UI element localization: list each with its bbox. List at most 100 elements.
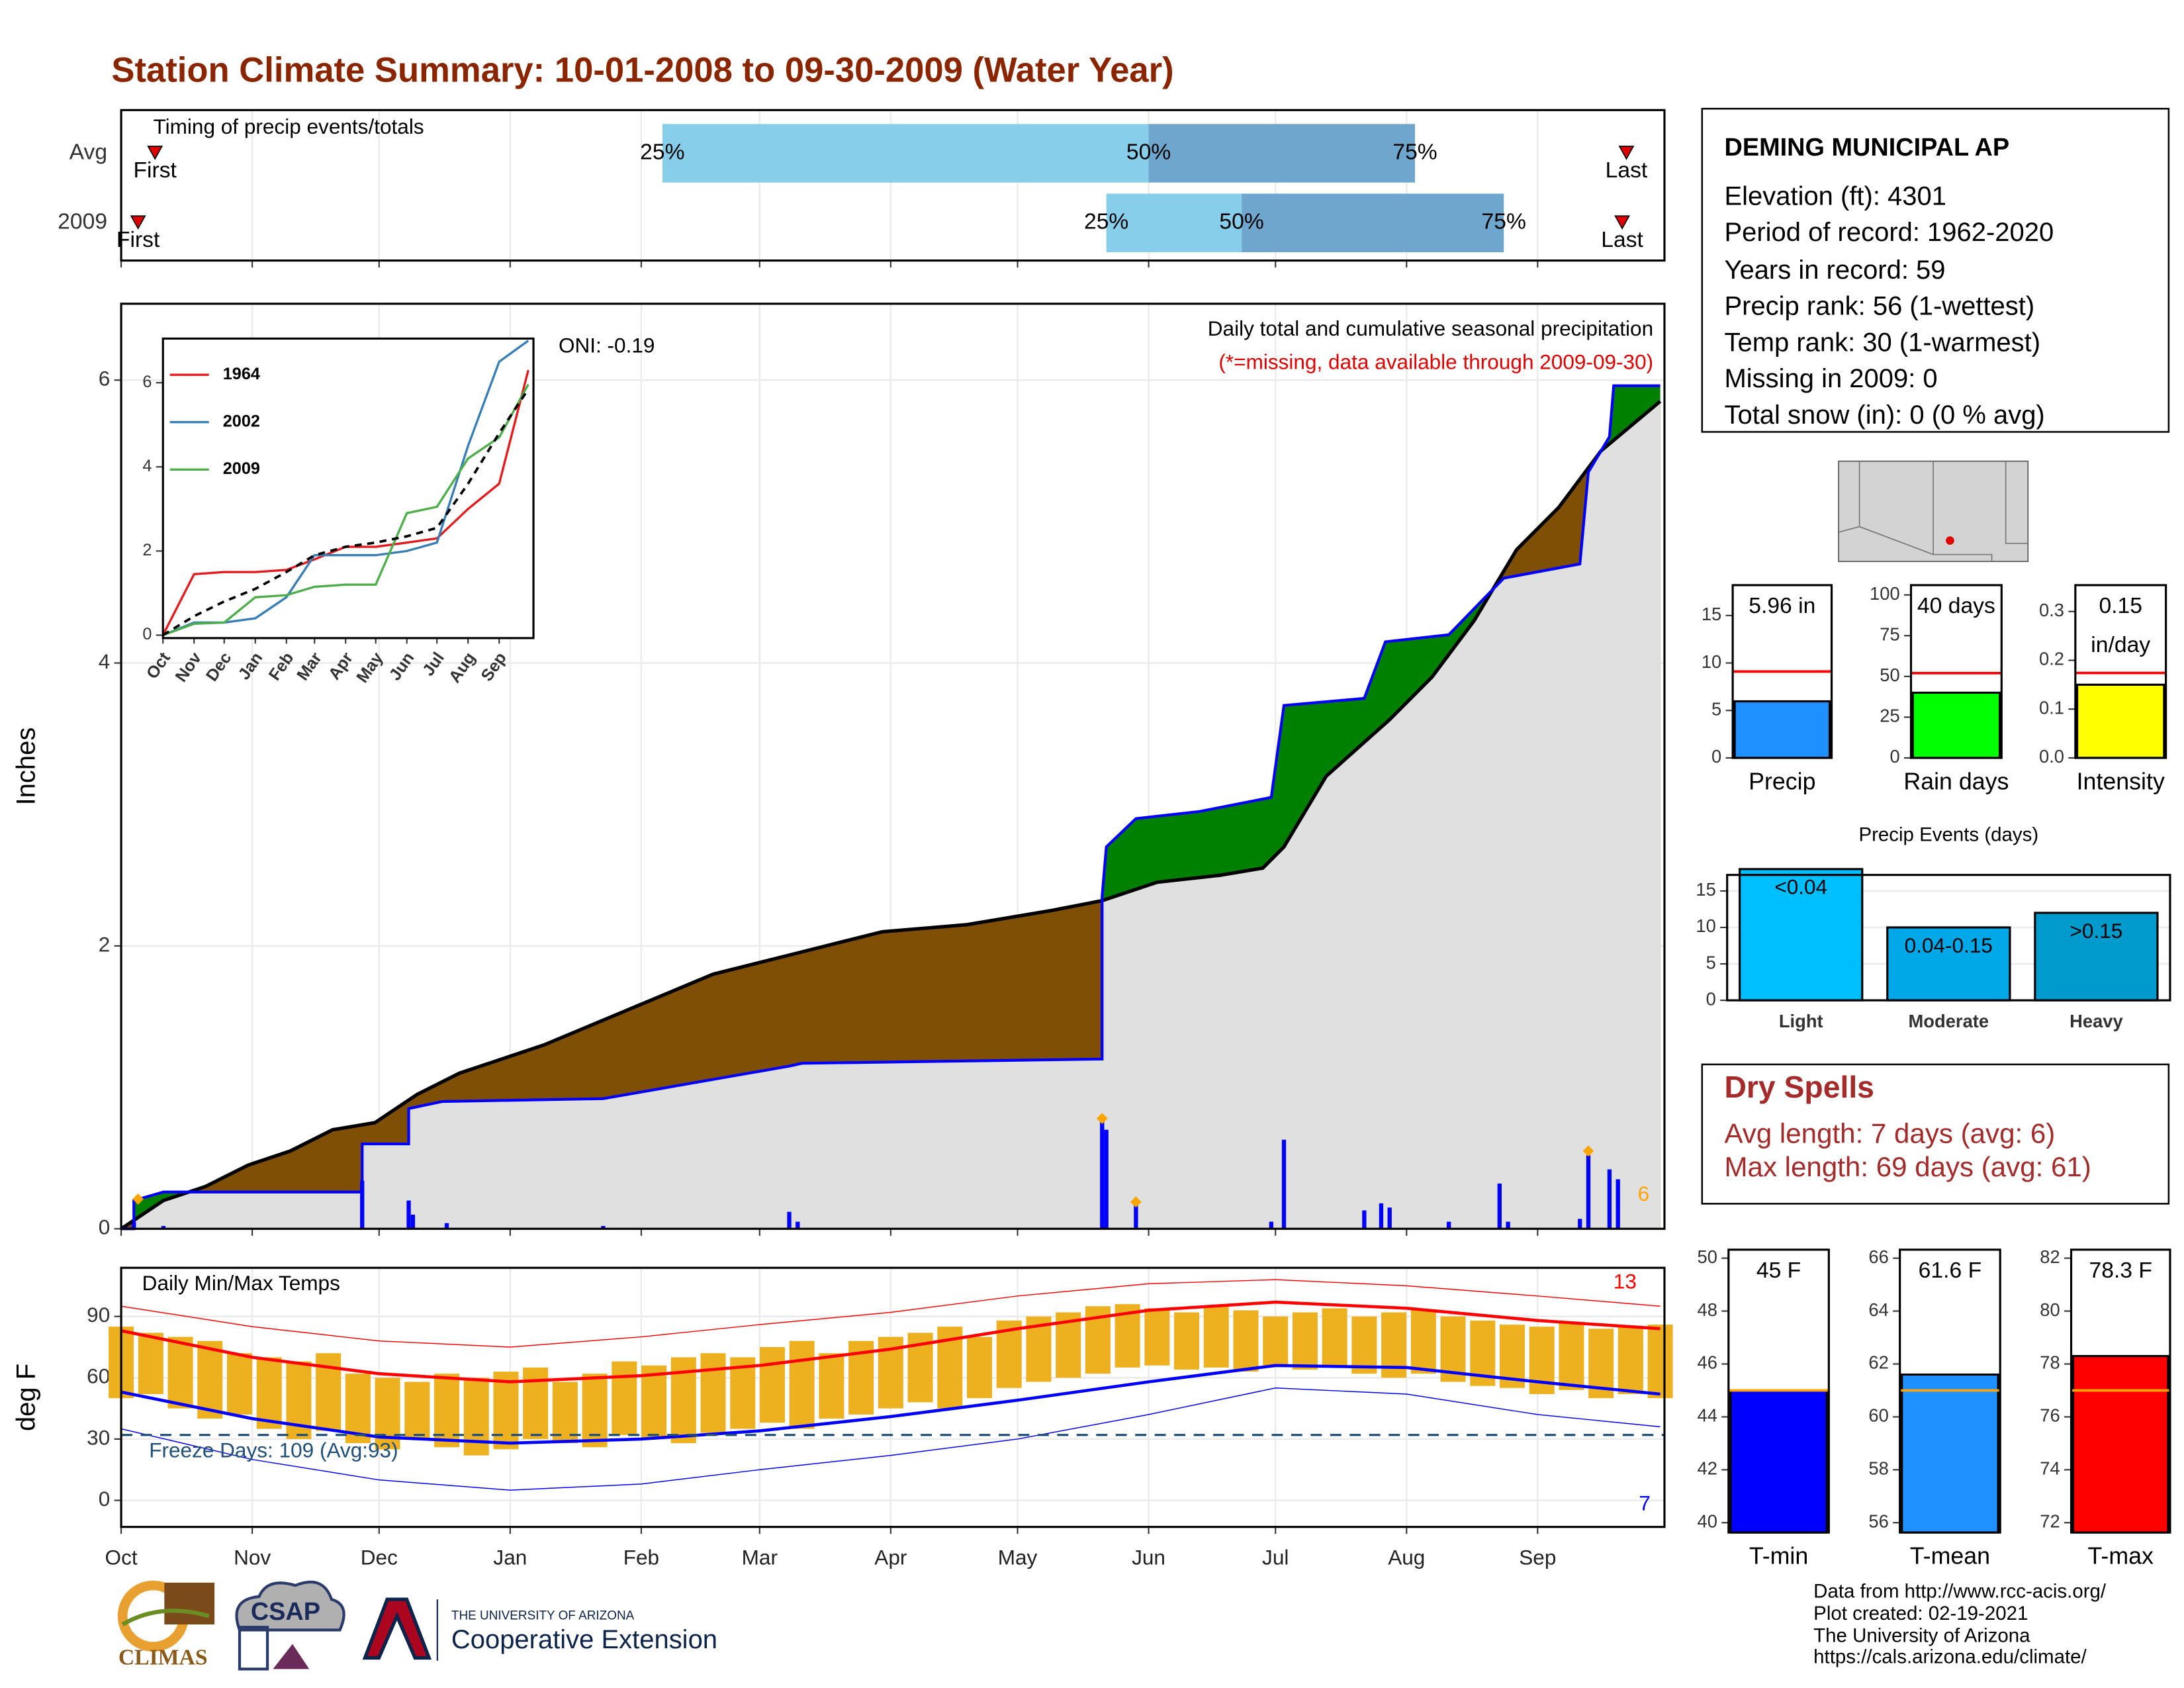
daily-temp-bar: [1322, 1308, 1347, 1368]
percent-label: 25%: [640, 140, 684, 164]
credit-line: Data from http://www.rcc-acis.org/: [1813, 1580, 2107, 1602]
bar-label: >0.15: [2070, 919, 2122, 943]
logo-shape: [362, 1597, 432, 1660]
daily-temp-bar: [759, 1346, 785, 1423]
station-dot: [1946, 536, 1954, 545]
y-tick-label: 0: [1711, 746, 1721, 767]
avg-max-line: [120, 1300, 1661, 1383]
value-label-box: 0.15 in/day: [2091, 594, 2151, 658]
y-tick-label: 4: [142, 457, 152, 475]
y-tick-label: 42: [1698, 1458, 1717, 1479]
percent-label: 75%: [1392, 140, 1437, 164]
last-marker: [1614, 215, 1631, 230]
value-label: 61.6 F: [1918, 1259, 1982, 1284]
x-tick-label: Aug: [1388, 1545, 1425, 1569]
y-tick-label: 2: [99, 932, 111, 956]
row-label: Avg: [69, 140, 107, 164]
base-area: [121, 401, 1661, 1229]
x-tick-label: Apr: [874, 1545, 907, 1569]
panel-frame: [1909, 584, 2003, 759]
percent-label: 50%: [1219, 210, 1263, 234]
daily-precip-bar: [1134, 1203, 1138, 1229]
y-tick-label: 15: [1702, 604, 1721, 624]
series-line: [162, 383, 529, 637]
ua-logo: THE UNIVERSITY OF ARIZONA Cooperative Ex…: [362, 1597, 717, 1661]
bar: [2034, 912, 2159, 1002]
y-axis-label: Inches: [12, 727, 41, 806]
panel-frame: [1727, 1248, 1830, 1534]
y-tick-label: 0: [1706, 988, 1716, 1009]
daily-precip-bar: [1506, 1221, 1510, 1229]
daily-temp-bar: [1559, 1322, 1584, 1390]
daily-precip-bar: [444, 1223, 449, 1229]
station-line: Missing in 2009: 0: [1724, 364, 1937, 393]
y-tick-label: 25: [1880, 706, 1899, 726]
station-line: Elevation (ft): 4301: [1724, 181, 1946, 211]
y-tick-label: 80: [2040, 1299, 2060, 1320]
y-tick-label: 66: [1868, 1246, 1888, 1267]
y-tick-label: 10: [1696, 915, 1715, 936]
panel-frame: [1726, 874, 2171, 1002]
station-line: Precip rank: 56 (1-wettest): [1724, 292, 2034, 321]
daily-temp-bar: [434, 1374, 460, 1448]
dry-spells-title: Dry Spells: [1724, 1070, 1874, 1104]
credit-line: https://cals.arizona.edu/climate/: [1813, 1646, 2087, 1667]
daily-temp-bar: [1410, 1310, 1436, 1374]
y-tick-label: 60: [87, 1364, 110, 1388]
y-tick-label: 0.1: [2039, 697, 2064, 718]
record-marker: [132, 1193, 144, 1205]
daily-temp-bar: [967, 1336, 993, 1399]
x-tick-label: Jul: [1262, 1545, 1289, 1569]
category-label: Heavy: [2070, 1011, 2123, 1031]
y-tick-label: 0: [99, 1487, 111, 1511]
page-title: Station Climate Summary: 10-01-2008 to 0…: [111, 50, 1173, 89]
x-tick-label: Dec: [361, 1545, 398, 1569]
daily-temp-bar: [1617, 1327, 1643, 1395]
panel-frame: [120, 303, 1666, 1230]
daily-temp-bar: [226, 1353, 252, 1415]
dry-spells-line: Avg length: 7 days (avg: 6): [1724, 1117, 2055, 1149]
bar: [1729, 1389, 1828, 1534]
y-tick-label: 46: [1698, 1352, 1717, 1373]
y-tick-label: 0: [99, 1215, 111, 1239]
observed-line: [121, 384, 1661, 1231]
record-high-line: [120, 1279, 1661, 1348]
record-marker: [1096, 1113, 1108, 1125]
value-label-box: 5.96 in: [1749, 595, 1815, 619]
category-label: Light: [1779, 1011, 1823, 1031]
daily-temp-bar: [582, 1374, 608, 1448]
y-tick-label: 48: [1698, 1299, 1717, 1320]
daily-precip-bar: [1269, 1221, 1273, 1229]
average-line: [120, 400, 1662, 1231]
y-tick-label: 10: [1702, 651, 1721, 672]
daily-temp-bar: [700, 1353, 726, 1433]
y-tick-label: 2: [142, 541, 152, 559]
locator-map: [1838, 460, 2029, 563]
daily-precip-bar: [1447, 1221, 1451, 1229]
y-tick-label: 72: [2040, 1511, 2060, 1532]
dry-spells-box: [1701, 1063, 2170, 1205]
y-tick-label: 5: [1706, 952, 1716, 972]
panel-title: Timing of precip events/totals: [154, 115, 424, 138]
daily-temp-bar: [789, 1340, 815, 1429]
logo-text: CLIMAS: [118, 1645, 208, 1669]
category-label: T-min: [1749, 1542, 1808, 1569]
y-tick-label: 4: [99, 649, 111, 673]
bar: [1901, 1373, 1999, 1534]
row-label: 2009: [58, 210, 107, 234]
category-label: Precip: [1749, 768, 1815, 794]
y-tick-label: 75: [1880, 624, 1899, 645]
daily-temp-bar: [1292, 1312, 1318, 1370]
logo-text: Cooperative Extension: [451, 1625, 717, 1654]
value-label: 0.15 in/day: [2091, 594, 2151, 658]
daily-temp-bar: [641, 1365, 667, 1439]
y-tick-label: 58: [1868, 1458, 1888, 1479]
x-tick-label: Oct: [105, 1545, 138, 1569]
x-tick-label: Nov: [234, 1545, 271, 1569]
map-border: [1933, 461, 1993, 562]
y-tick-label: 0.0: [2039, 746, 2064, 767]
panel-frame: [120, 109, 1666, 262]
y-tick-label: 74: [2040, 1458, 2060, 1479]
value-label-box: 61.6 F: [1918, 1259, 1982, 1284]
y-tick-label: 0: [142, 625, 152, 643]
